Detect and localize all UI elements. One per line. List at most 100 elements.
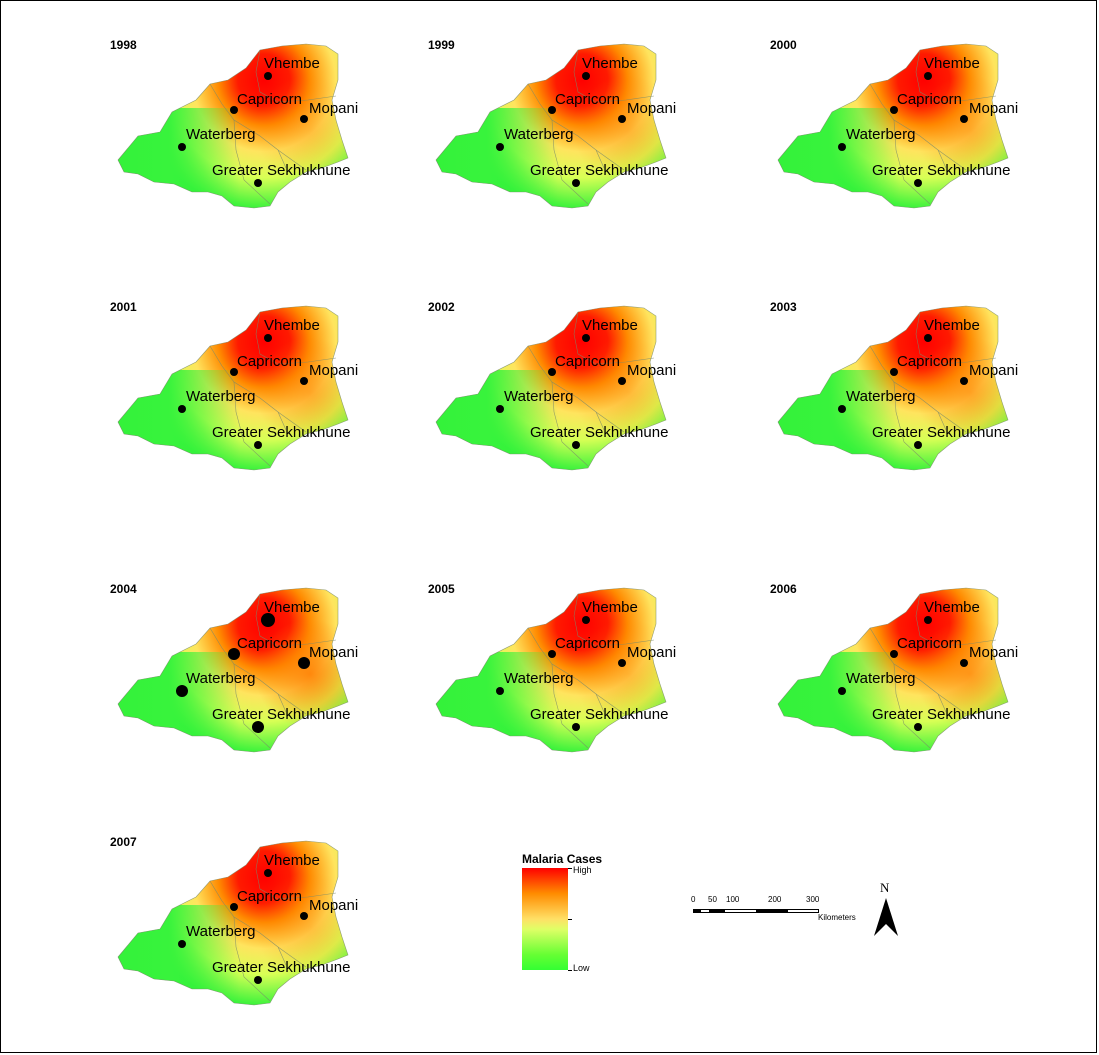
district-label: Waterberg: [846, 388, 915, 405]
district-label: Greater Sekhukhune: [872, 424, 1010, 441]
district-label: Waterberg: [186, 670, 255, 687]
district-label: Vhembe: [264, 55, 320, 72]
scale-tick-label: 200: [768, 895, 782, 904]
district-marker: [618, 659, 626, 667]
district-marker: [960, 115, 968, 123]
district-label: Waterberg: [504, 670, 573, 687]
district-marker: [618, 377, 626, 385]
district-marker: [914, 179, 922, 187]
district-label: Capricorn: [555, 91, 620, 108]
district-marker: [960, 377, 968, 385]
district-label: Capricorn: [237, 353, 302, 370]
district-label: Greater Sekhukhune: [212, 959, 350, 976]
district-marker: [548, 368, 556, 376]
district-label: Waterberg: [846, 126, 915, 143]
district-marker: [496, 143, 504, 151]
map-panel: 2002: [428, 300, 688, 500]
district-label: Mopani: [627, 362, 676, 379]
district-marker: [890, 650, 898, 658]
district-label: Capricorn: [897, 353, 962, 370]
scale-unit: Kilometers: [818, 913, 856, 922]
district-label: Vhembe: [264, 317, 320, 334]
district-label: Mopani: [309, 100, 358, 117]
choropleth-map: Vhembe Capricorn Mopani Waterberg Greater Se…: [435, 305, 676, 471]
map-panel: 1998: [110, 38, 370, 238]
district-label: Waterberg: [504, 388, 573, 405]
panel-year-label: 2004: [110, 582, 137, 596]
legend-high-label: High: [573, 865, 592, 875]
choropleth-map: Vhembe Capricorn Mopani Waterberg Greater Se…: [435, 587, 676, 753]
district-marker: [254, 179, 262, 187]
district-marker: [178, 405, 186, 413]
district-marker: [890, 368, 898, 376]
district-label: Vhembe: [924, 55, 980, 72]
district-label: Capricorn: [897, 635, 962, 652]
map-panel: 2004: [110, 582, 370, 782]
district-marker: [572, 723, 580, 731]
map-panel: 2000: [770, 38, 1030, 238]
choropleth-map: Vhembe Capricorn Mopani Waterberg Greater Se…: [435, 43, 676, 209]
panel-year-label: 2005: [428, 582, 455, 596]
district-marker: [838, 687, 846, 695]
panel-year-label: 2000: [770, 38, 797, 52]
district-label: Mopani: [969, 100, 1018, 117]
district-label: Vhembe: [264, 599, 320, 616]
district-label: Waterberg: [186, 126, 255, 143]
scale-bar-graphic: [693, 909, 819, 913]
map-panel: 1999: [428, 38, 688, 238]
district-label: Vhembe: [924, 599, 980, 616]
north-label: N: [880, 880, 890, 895]
district-label: Mopani: [627, 100, 676, 117]
district-label: Mopani: [627, 644, 676, 661]
district-label: Vhembe: [582, 55, 638, 72]
choropleth-map: Vhembe Capricorn Mopani Waterberg Greater Se…: [777, 587, 1018, 753]
district-marker: [264, 869, 272, 877]
district-marker: [264, 334, 272, 342]
district-marker: [496, 405, 504, 413]
panel-year-label: 2001: [110, 300, 137, 314]
map-panel: 2005: [428, 582, 688, 782]
district-label: Waterberg: [846, 670, 915, 687]
choropleth-map: Vhembe Capricorn Mopani Waterberg Greater Se…: [117, 43, 358, 209]
legend: Malaria Cases High Low: [522, 852, 642, 1002]
district-marker: [582, 334, 590, 342]
choropleth-map: Vhembe Capricorn Mopani Waterberg Greater Se…: [117, 305, 358, 471]
panel-year-label: 2003: [770, 300, 797, 314]
district-label: Capricorn: [555, 353, 620, 370]
map-panel: 2007: [110, 835, 370, 1035]
district-marker: [838, 405, 846, 413]
choropleth-map: Vhembe Capricorn Mopani Waterberg Greater Se…: [777, 305, 1018, 471]
district-label: Greater Sekhukhune: [212, 706, 350, 723]
map-panel: 2006: [770, 582, 1030, 782]
scale-bar: 0 50 100 200 300 Kilometers: [690, 895, 890, 925]
district-marker: [176, 685, 188, 697]
district-marker: [178, 940, 186, 948]
district-marker: [914, 723, 922, 731]
district-marker: [300, 377, 308, 385]
district-label: Vhembe: [582, 317, 638, 334]
scale-tick-label: 0: [691, 895, 696, 904]
district-marker: [890, 106, 898, 114]
district-marker: [254, 976, 262, 984]
panel-year-label: 2006: [770, 582, 797, 596]
district-marker: [838, 143, 846, 151]
district-marker: [924, 616, 932, 624]
district-marker: [178, 143, 186, 151]
district-label: Mopani: [969, 644, 1018, 661]
district-label: Capricorn: [237, 91, 302, 108]
scale-tick-label: 300: [806, 895, 820, 904]
district-label: Greater Sekhukhune: [530, 162, 668, 179]
choropleth-map: Vhembe Capricorn Mopani Waterberg Greater Se…: [117, 840, 358, 1006]
district-marker: [914, 441, 922, 449]
district-marker: [496, 687, 504, 695]
district-marker: [960, 659, 968, 667]
district-label: Mopani: [309, 897, 358, 914]
north-arrow: N: [870, 880, 910, 940]
scale-tick-label: 50: [708, 895, 717, 904]
district-marker: [230, 106, 238, 114]
district-marker: [924, 72, 932, 80]
panel-year-label: 1999: [428, 38, 455, 52]
district-marker: [548, 106, 556, 114]
district-marker: [228, 648, 240, 660]
legend-color-ramp: [522, 868, 568, 970]
